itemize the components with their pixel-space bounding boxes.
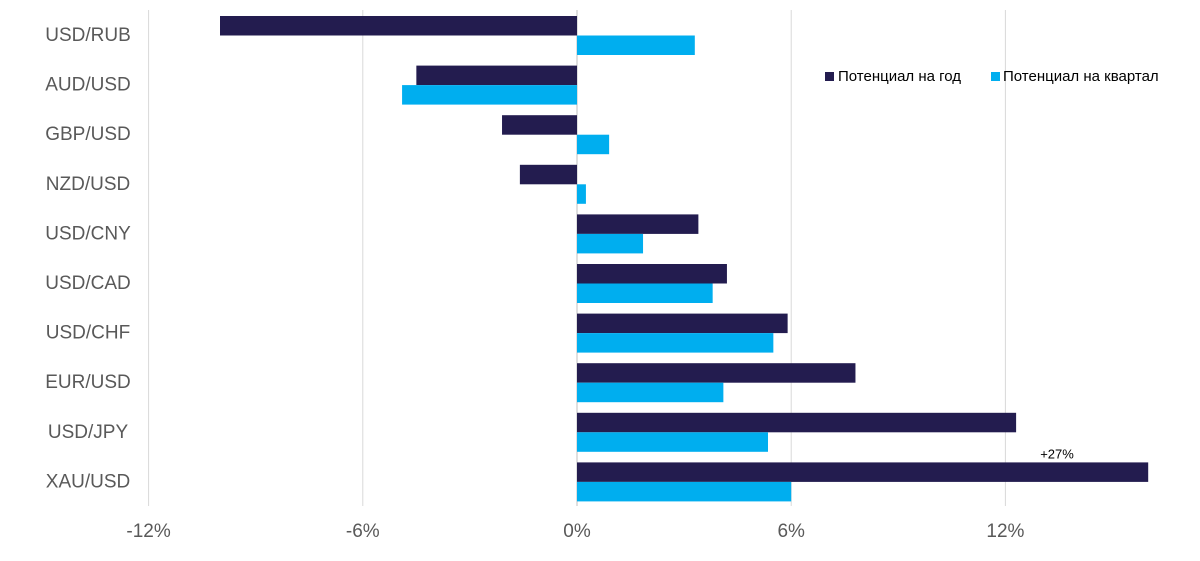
bar-quarter <box>577 184 586 204</box>
bar-year <box>577 462 1149 482</box>
bar-year <box>577 264 727 284</box>
bar-year <box>577 214 699 234</box>
legend-swatch-year <box>825 72 834 81</box>
bar-year <box>577 363 856 383</box>
bar-year <box>577 313 788 334</box>
bar-year <box>502 115 577 135</box>
bar-year <box>577 412 1017 433</box>
bar-quarter <box>577 432 768 452</box>
category-label: USD/CHF <box>46 323 130 344</box>
x-tick-label: 6% <box>777 521 805 542</box>
category-label: USD/RUB <box>45 25 131 46</box>
bar-quarter <box>577 382 724 403</box>
bar-quarter <box>577 35 695 55</box>
legend-swatch-quarter <box>991 72 1000 81</box>
annotation-label: +27% <box>1040 446 1074 461</box>
x-tick-label: 12% <box>986 521 1024 542</box>
annotations: +27% <box>1040 446 1074 461</box>
legend: Потенциал на год Потенциал на квартал <box>825 68 1159 85</box>
x-tick-label: -12% <box>126 521 170 542</box>
bar-quarter <box>577 134 610 155</box>
legend-label-quarter: Потенциал на квартал <box>1003 68 1159 85</box>
category-label: AUD/USD <box>45 75 131 96</box>
category-label: GBP/USD <box>45 124 131 145</box>
bar-quarter <box>577 333 774 353</box>
x-tick-label: 0% <box>563 521 591 542</box>
x-tick-label: -6% <box>346 521 380 542</box>
category-label: XAU/USD <box>46 471 130 492</box>
bars <box>220 16 1149 502</box>
category-label: EUR/USD <box>45 372 131 393</box>
bar-year <box>220 16 577 36</box>
category-label: USD/JPY <box>48 422 129 443</box>
legend-label-year: Потенциал на год <box>838 68 961 85</box>
bar-quarter <box>577 233 644 254</box>
bar-quarter <box>402 85 577 105</box>
bar-year <box>519 164 577 185</box>
bar-year <box>416 65 577 86</box>
bar-quarter <box>577 283 713 303</box>
bar-quarter <box>577 481 792 502</box>
category-labels: USD/RUB AUD/USD GBP/USD NZD/USD USD/CNY USD/C… <box>45 25 131 492</box>
category-label: USD/CNY <box>45 223 131 244</box>
category-label: USD/CAD <box>45 273 131 294</box>
x-axis-tick-labels: -12% -6% 0% 6% 12% <box>126 521 1024 542</box>
category-label: NZD/USD <box>46 174 130 195</box>
